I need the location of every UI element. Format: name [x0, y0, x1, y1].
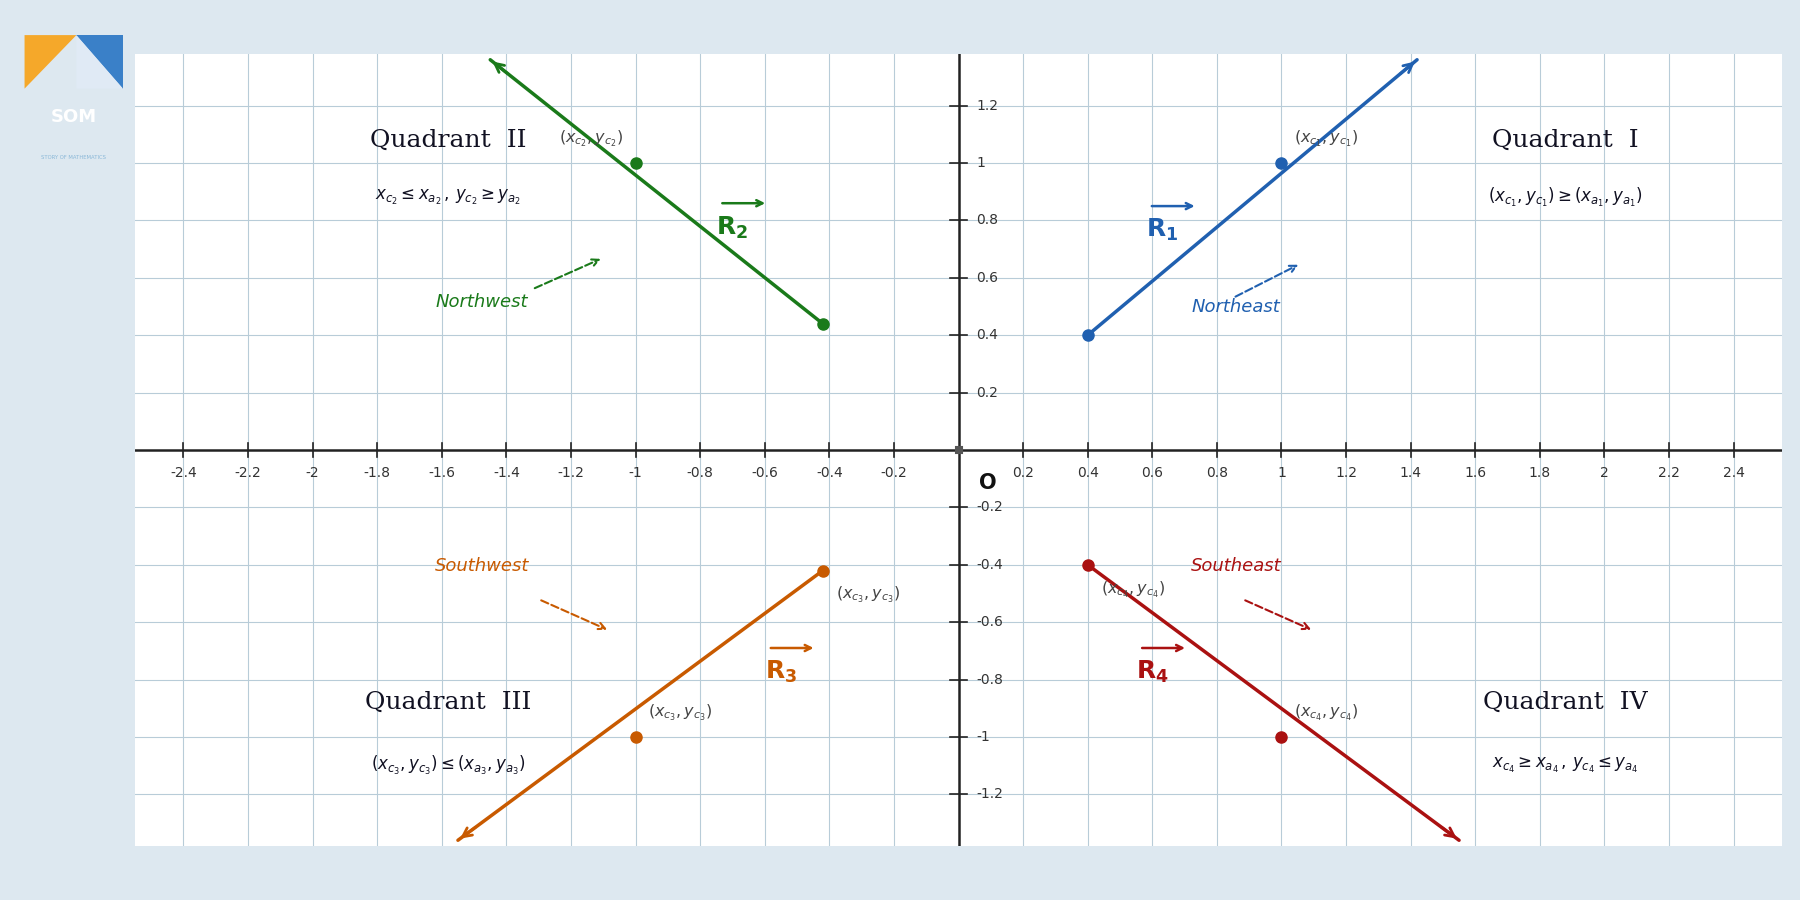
Text: -0.4: -0.4: [815, 466, 842, 480]
Polygon shape: [76, 35, 122, 88]
Text: -0.6: -0.6: [751, 466, 778, 480]
Text: 2.2: 2.2: [1658, 466, 1679, 480]
Text: $(x_{c_4}, y_{c_4})$: $(x_{c_4}, y_{c_4})$: [1294, 702, 1359, 723]
Text: Southeast: Southeast: [1192, 556, 1282, 574]
Text: 2.4: 2.4: [1723, 466, 1744, 480]
Text: -1: -1: [976, 730, 990, 744]
Text: 1.8: 1.8: [1528, 466, 1552, 480]
Text: 1.6: 1.6: [1463, 466, 1487, 480]
Text: 0.2: 0.2: [976, 385, 999, 400]
Text: -0.2: -0.2: [976, 500, 1003, 515]
Text: $x_{c_4} \geq x_{a_4}\,,\,y_{c_4} \leq y_{a_4}$: $x_{c_4} \geq x_{a_4}\,,\,y_{c_4} \leq y…: [1492, 756, 1638, 775]
Text: Northeast: Northeast: [1192, 298, 1280, 316]
Text: Quadrant  I: Quadrant I: [1492, 129, 1640, 151]
Text: 2: 2: [1600, 466, 1609, 480]
Text: $\mathbf{R_3}$: $\mathbf{R_3}$: [765, 659, 797, 685]
Text: Quadrant  II: Quadrant II: [371, 129, 527, 151]
Text: $(x_{c_1}, y_{c_1}) \geq (x_{a_1}, y_{a_1})$: $(x_{c_1}, y_{c_1}) \geq (x_{a_1}, y_{a_…: [1489, 186, 1643, 209]
Text: 1: 1: [1276, 466, 1285, 480]
Text: 0.8: 0.8: [1206, 466, 1228, 480]
Text: 0.4: 0.4: [1076, 466, 1098, 480]
Text: STORY OF MATHEMATICS: STORY OF MATHEMATICS: [41, 156, 106, 160]
Text: -1.6: -1.6: [428, 466, 455, 480]
Text: -0.8: -0.8: [976, 672, 1003, 687]
Polygon shape: [25, 35, 76, 88]
Text: -1.4: -1.4: [493, 466, 520, 480]
Text: -1.2: -1.2: [558, 466, 585, 480]
Text: $\mathbf{R_4}$: $\mathbf{R_4}$: [1136, 659, 1168, 685]
Text: -0.8: -0.8: [688, 466, 713, 480]
Text: -2.2: -2.2: [234, 466, 261, 480]
Text: $\mathbf{R_1}$: $\mathbf{R_1}$: [1147, 217, 1179, 243]
Text: $(x_{c_3}, y_{c_3})$: $(x_{c_3}, y_{c_3})$: [835, 585, 900, 606]
Text: Southwest: Southwest: [436, 556, 529, 574]
Text: 1.2: 1.2: [1336, 466, 1357, 480]
Text: $(x_{c_2}, y_{c_2})$: $(x_{c_2}, y_{c_2})$: [558, 128, 623, 148]
Text: $(x_{c_4}, y_{c_4})$: $(x_{c_4}, y_{c_4})$: [1100, 579, 1165, 599]
Text: $(x_{c_3}, y_{c_3}) \leq (x_{a_3}, y_{a_3})$: $(x_{c_3}, y_{c_3}) \leq (x_{a_3}, y_{a_…: [371, 754, 526, 778]
Text: -0.6: -0.6: [976, 616, 1003, 629]
Text: 0.8: 0.8: [976, 213, 999, 228]
Text: 0.2: 0.2: [1012, 466, 1033, 480]
Text: -0.4: -0.4: [976, 558, 1003, 572]
Polygon shape: [76, 35, 122, 88]
Text: Northwest: Northwest: [436, 292, 527, 310]
Text: 1.4: 1.4: [1400, 466, 1422, 480]
Text: -2: -2: [306, 466, 319, 480]
Text: $x_{c_2} \leq x_{a_2}\,,\,y_{c_2} \geq y_{a_2}$: $x_{c_2} \leq x_{a_2}\,,\,y_{c_2} \geq y…: [374, 188, 522, 207]
Text: -1.8: -1.8: [364, 466, 391, 480]
Text: $\mathbf{R_2}$: $\mathbf{R_2}$: [716, 214, 749, 240]
Text: SOM: SOM: [50, 108, 97, 126]
Text: -0.2: -0.2: [880, 466, 907, 480]
Text: Quadrant  IV: Quadrant IV: [1483, 691, 1649, 714]
Text: -1.2: -1.2: [976, 788, 1003, 801]
Text: Quadrant  III: Quadrant III: [365, 691, 531, 714]
Text: 0.6: 0.6: [1141, 466, 1163, 480]
Text: -1: -1: [628, 466, 643, 480]
Text: $\mathbf{O}$: $\mathbf{O}$: [977, 473, 997, 493]
Text: $(x_{c_1}, y_{c_1})$: $(x_{c_1}, y_{c_1})$: [1294, 128, 1359, 148]
Text: 1.2: 1.2: [976, 99, 999, 112]
Text: $(x_{c_3}, y_{c_3})$: $(x_{c_3}, y_{c_3})$: [648, 702, 713, 723]
Text: 0.6: 0.6: [976, 271, 999, 284]
Text: -2.4: -2.4: [169, 466, 196, 480]
Text: 0.4: 0.4: [976, 328, 999, 342]
Text: 1: 1: [976, 156, 985, 170]
